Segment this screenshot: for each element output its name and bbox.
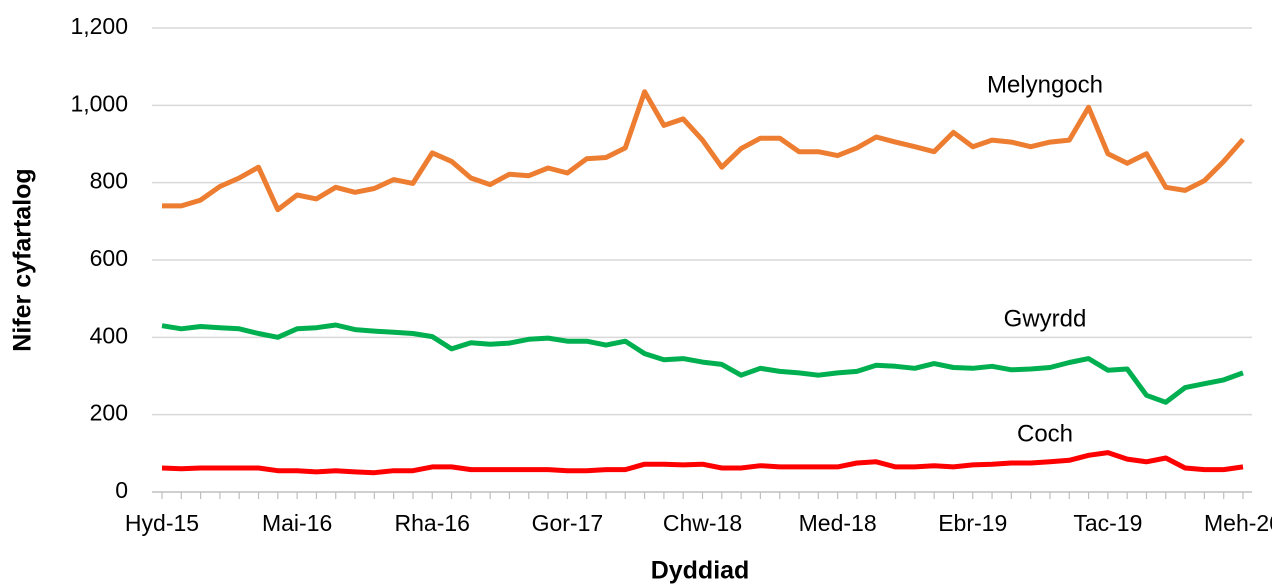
series-line (161, 450, 1244, 476)
y-axis-title: Nifer cyfartalog (9, 168, 37, 351)
y-tick-label: 600 (90, 245, 128, 271)
y-tick-label: 400 (90, 322, 128, 348)
y-tick-label: 800 (90, 168, 128, 194)
y-tick-label: 0 (115, 477, 128, 503)
x-axis-title: Dyddiad (651, 557, 750, 585)
series-label: Melyngoch (987, 71, 1103, 98)
x-tick-label: Chw-18 (663, 510, 742, 536)
x-tick-label: Med-18 (799, 510, 877, 536)
x-tick-label: Gor-17 (532, 510, 604, 536)
series-label: Gwyrdd (1004, 305, 1087, 332)
series-label: Coch (1017, 420, 1073, 447)
x-tick-label: Meh-20 (1204, 510, 1272, 536)
x-tick-label: Ebr-19 (938, 510, 1007, 536)
y-tick-label: 1,200 (70, 13, 128, 39)
x-tick-label: Tac-19 (1073, 510, 1142, 536)
y-tick-label: 1,000 (70, 90, 128, 116)
x-tick-label: Hyd-15 (125, 510, 199, 536)
series-line (162, 89, 1245, 213)
y-tick-label: 200 (90, 400, 128, 426)
series-line (161, 322, 1244, 405)
x-tick-label: Rha-16 (395, 510, 470, 536)
x-tick-label: Mai-16 (262, 510, 332, 536)
